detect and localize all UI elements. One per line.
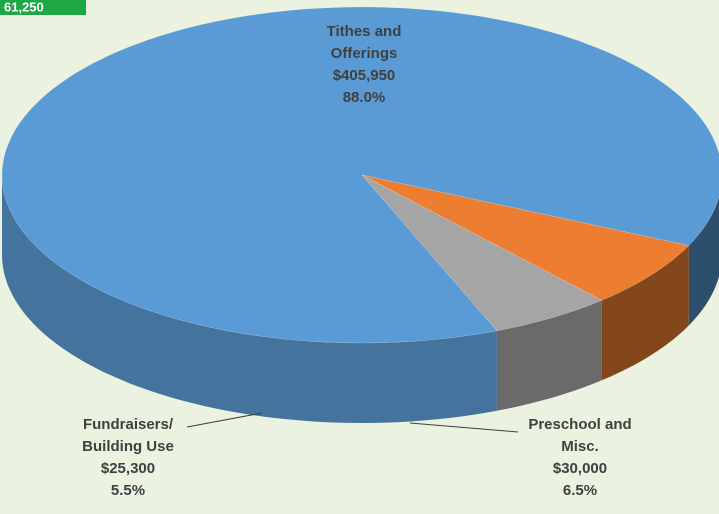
slice-side [2,175,497,423]
slice-side [688,196,719,326]
category-label: Preschool and [528,416,631,433]
slice [361,174,603,332]
value-label: $25,300 [101,460,155,477]
slice-side [601,245,689,381]
category-label: Misc. [561,438,599,455]
pie [1,6,719,423]
category-label: Tithes and [327,23,402,40]
percent-label: 6.5% [563,482,597,499]
leader-line [409,422,519,433]
slice [361,174,690,301]
slice [1,6,719,344]
slice-side [496,300,602,411]
leader-line [186,412,263,428]
category-label: Building Use [82,438,174,455]
category-label: Fundraisers/ [83,416,174,433]
value-label: $405,950 [333,67,396,84]
category-label: Offerings [331,45,398,62]
percent-label: 5.5% [111,482,145,499]
total-badge [0,0,86,15]
value-label: $30,000 [553,460,607,477]
percent-label: 88.0% [343,89,386,106]
total-badge-text: 61,250 [4,0,44,14]
